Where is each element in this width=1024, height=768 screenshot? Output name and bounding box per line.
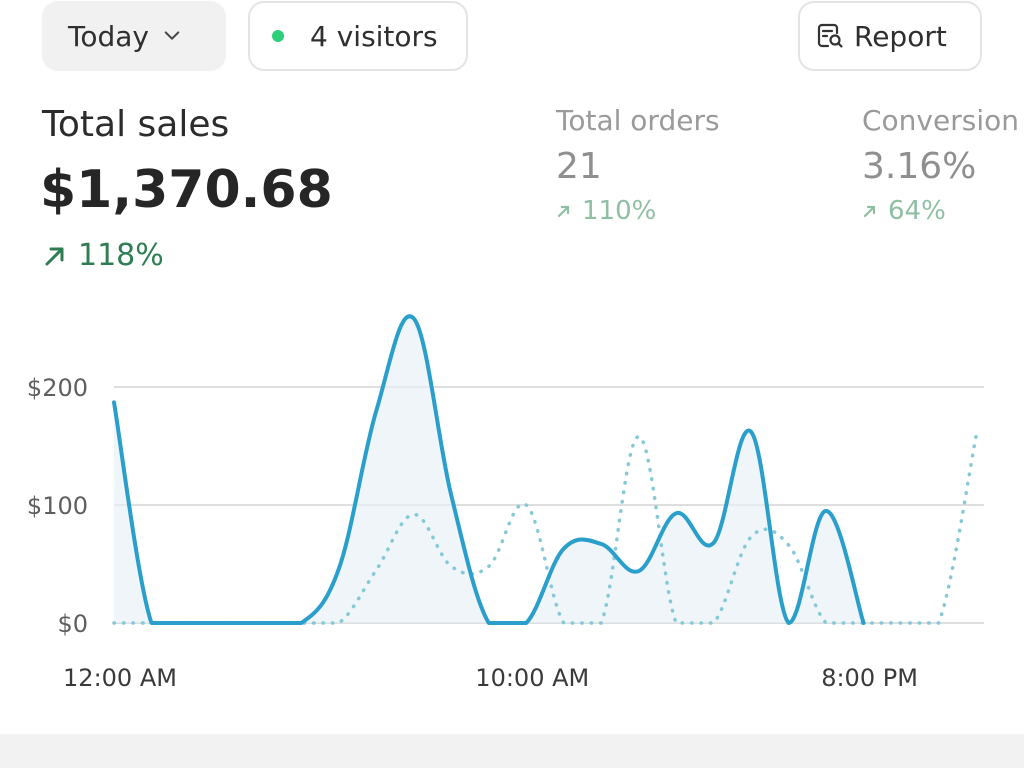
total-sales-value: $1,370.68 xyxy=(40,160,333,220)
report-label: Report xyxy=(854,19,947,53)
total-sales-delta-value: 118% xyxy=(78,238,164,273)
date-range-label: Today xyxy=(68,19,149,53)
y-tick-label: $0 xyxy=(57,610,88,638)
chevron-down-icon xyxy=(164,31,180,40)
x-tick-label: 10:00 AM xyxy=(475,664,589,692)
date-range-dropdown[interactable]: Today xyxy=(42,1,226,71)
sales-chart: $0 $100 $200 12:00 AM 10:00 AM 8:00 PM xyxy=(0,290,1024,710)
arrow-up-right-icon xyxy=(557,205,570,218)
report-button[interactable]: Report xyxy=(798,1,982,71)
total-sales-title: Total sales xyxy=(42,104,230,145)
visitors-label: 4 visitors xyxy=(310,19,438,53)
total-sales-delta: 118% xyxy=(42,238,164,273)
live-visitors-button[interactable]: 4 visitors xyxy=(248,1,468,71)
total-orders-delta-value: 110% xyxy=(582,196,657,226)
arrow-up-right-icon xyxy=(863,205,876,218)
y-tick-label: $100 xyxy=(27,492,88,520)
total-orders-delta: 110% xyxy=(556,196,656,226)
conversion-delta: 64% xyxy=(862,196,946,226)
conversion-delta-value: 64% xyxy=(888,196,946,226)
sales-chart-svg: $0 $100 $200 12:00 AM 10:00 AM 8:00 PM xyxy=(27,314,984,692)
sales-area-fill xyxy=(114,316,864,623)
conversion-value: 3.16% xyxy=(862,146,977,187)
report-search-icon xyxy=(817,23,843,48)
live-status-dot-icon xyxy=(272,30,284,42)
arrow-up-right-icon xyxy=(45,247,64,265)
x-tick-label: 12:00 AM xyxy=(63,664,177,692)
total-orders-value: 21 xyxy=(556,146,602,187)
y-tick-label: $200 xyxy=(27,374,88,402)
conversion-title: Conversion xyxy=(862,104,1019,137)
x-tick-label: 8:00 PM xyxy=(821,664,918,692)
bottom-bar xyxy=(0,734,1024,768)
total-orders-title: Total orders xyxy=(556,104,720,137)
